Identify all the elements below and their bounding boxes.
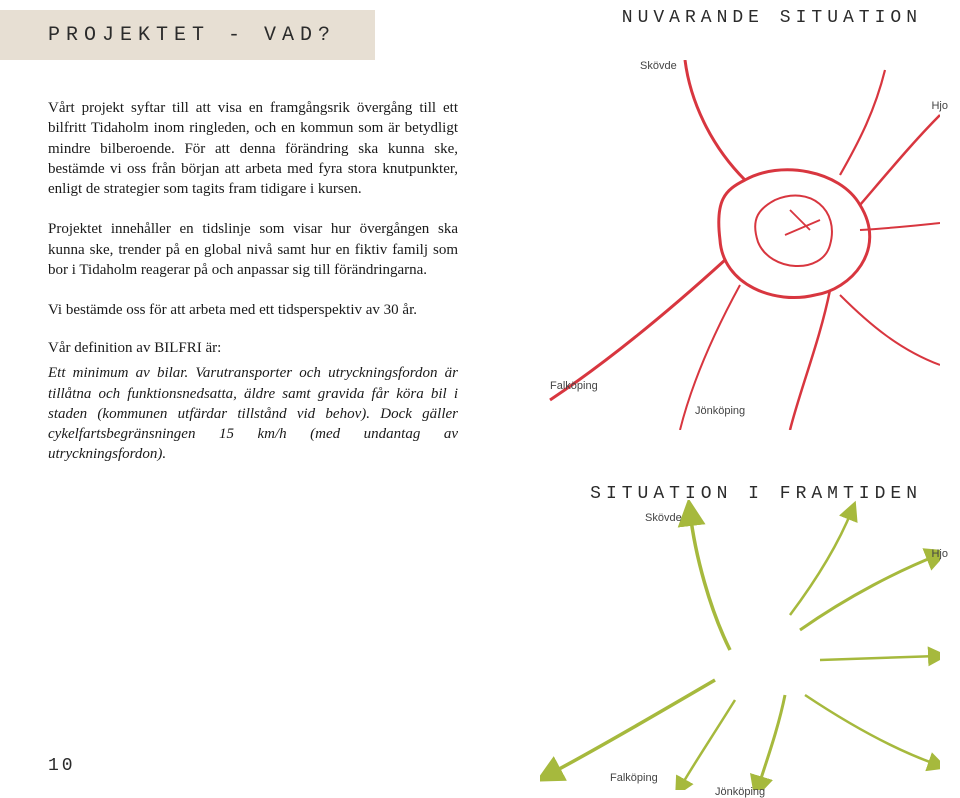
definition-body: Ett minimum av bilar. Varutransporter oc… — [48, 363, 458, 464]
road-east-small — [860, 223, 940, 230]
road-skovde-f — [690, 512, 730, 650]
road-hjo — [860, 115, 940, 205]
road-e-f — [820, 656, 938, 660]
label-skovde-f: Skövde — [645, 512, 682, 524]
paragraph-1: Vårt projekt syftar till att visa en fra… — [48, 98, 458, 199]
page-number: 10 — [48, 756, 76, 776]
road-falkoping — [550, 260, 725, 400]
road-falk-f — [548, 680, 715, 775]
town-cross — [785, 210, 820, 235]
situation-current-title: NUVARANDE SITUATION — [622, 8, 922, 28]
road-skovde — [685, 60, 745, 180]
road-ne-branch — [840, 70, 885, 175]
paragraph-3: Vi bestämde oss för att arbeta med ett t… — [48, 300, 458, 320]
label-hjo-f: Hjo — [931, 548, 948, 560]
road-jonkoping — [790, 290, 830, 430]
label-jonkoping: Jönköping — [695, 405, 745, 417]
road-ne-f — [790, 510, 852, 615]
map-future: Skövde Hjo Falköping Jönköping — [540, 500, 940, 790]
label-falkoping-f: Falköping — [610, 772, 658, 784]
road-hjo-f — [800, 555, 938, 630]
town-ring — [719, 170, 870, 298]
road-se-branch — [840, 295, 940, 365]
paragraph-2: Projektet innehåller en tidslinje som vi… — [48, 219, 458, 280]
road-jon-f — [758, 695, 785, 788]
label-jonkoping-f: Jönköping — [715, 786, 765, 798]
map-current-svg — [540, 60, 940, 430]
map-current: Skövde Hjo Falköping Jönköping — [540, 60, 940, 430]
road-se-f — [805, 695, 938, 765]
page-title: PROJEKTET - VAD? — [48, 24, 336, 47]
label-hjo: Hjo — [931, 100, 948, 112]
header-band: PROJEKTET - VAD? — [0, 10, 375, 60]
label-skovde: Skövde — [640, 60, 677, 72]
road-s-f — [680, 700, 735, 788]
body-text-column: Vårt projekt syftar till att visa en fra… — [48, 98, 458, 465]
map-future-svg — [540, 500, 940, 790]
definition-label: Vår definition av BILFRI är: — [48, 340, 458, 357]
label-falkoping: Falköping — [550, 380, 598, 392]
